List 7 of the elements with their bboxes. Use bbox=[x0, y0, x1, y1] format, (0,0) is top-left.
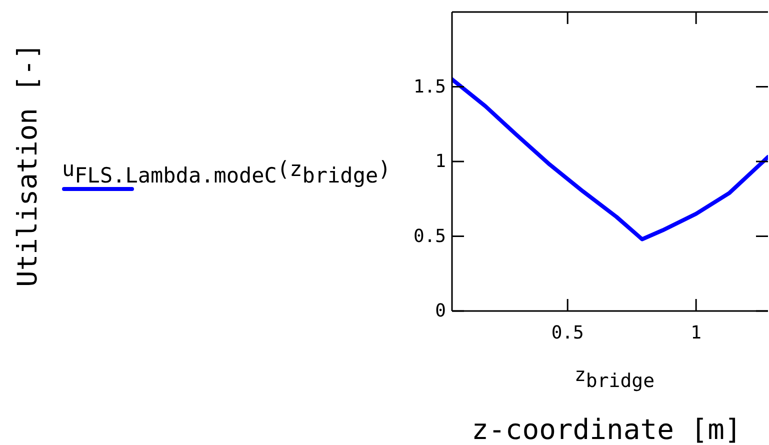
line-series bbox=[452, 77, 768, 242]
y-tick-label: 0 bbox=[435, 300, 446, 322]
y-tick-label: 1.5 bbox=[413, 76, 446, 98]
text: Utilisation [-] bbox=[12, 43, 44, 287]
text: z-coordinate [m] bbox=[472, 413, 742, 445]
y-tick-label: 1 bbox=[435, 151, 446, 172]
y-tick-label: 0.5 bbox=[413, 226, 446, 247]
